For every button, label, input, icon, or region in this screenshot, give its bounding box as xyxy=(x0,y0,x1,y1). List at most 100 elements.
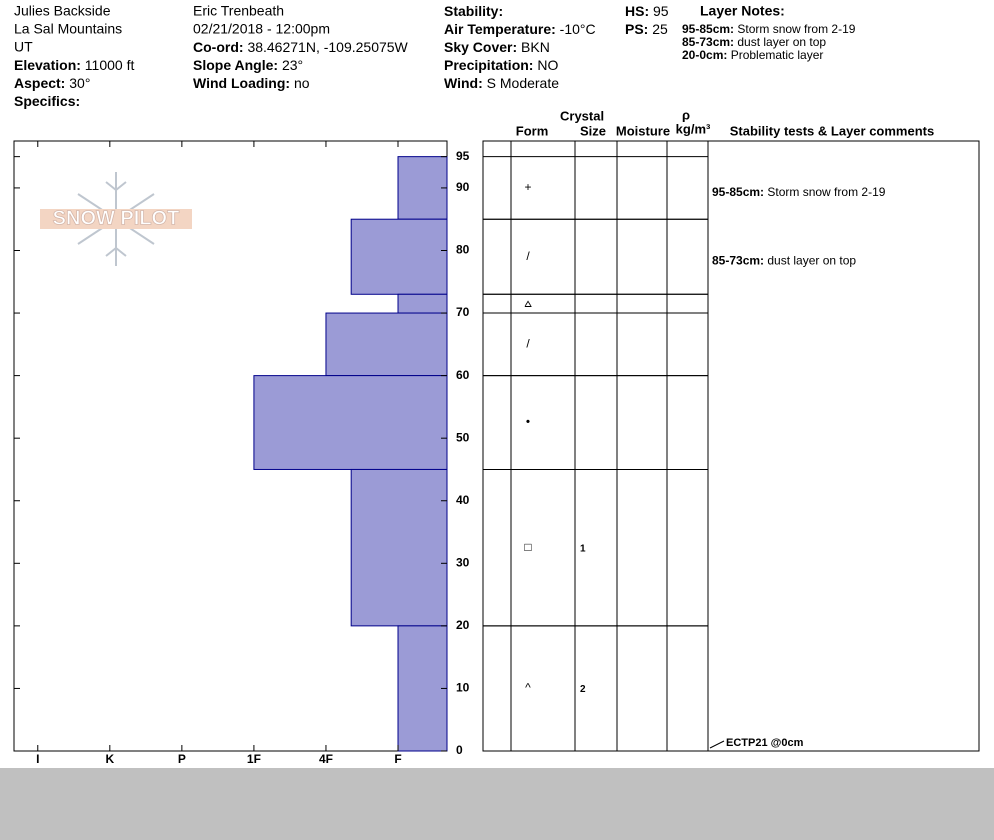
layer-comment-label: 95-85cm: xyxy=(712,185,764,199)
bottom-band xyxy=(0,768,994,840)
x-tick-label: K xyxy=(105,752,114,766)
layer-note-label: 85-73cm: xyxy=(682,35,734,49)
obs-field-value: 23° xyxy=(282,57,303,73)
layer-comment-value: dust layer on top xyxy=(767,254,856,268)
site-field-label: Elevation: xyxy=(14,57,81,73)
weather-field-label: Precipitation: xyxy=(444,57,533,73)
weather-field: Air Temperature: -10°C xyxy=(444,21,596,37)
crystal-form: • xyxy=(526,415,530,429)
site-field-value: 30° xyxy=(69,75,90,91)
x-tick-label: 1F xyxy=(247,752,261,766)
layer-comment: 85-73cm: dust layer on top xyxy=(712,254,856,268)
obs-field-value: 38.46271N, -109.25075W xyxy=(247,39,408,55)
weather-field-value: NO xyxy=(537,57,558,73)
hardness-bar xyxy=(350,218,448,295)
weather-field: Sky Cover: BKN xyxy=(444,39,550,55)
crystal-form: / xyxy=(526,249,530,263)
size-header: Size xyxy=(580,123,606,138)
observer-line: Eric Trenbeath xyxy=(193,3,284,19)
x-tick-label: 4F xyxy=(319,752,333,766)
logo-text: SNOW PILOT xyxy=(53,207,180,229)
hardness-bar xyxy=(397,156,448,220)
crystal-size: 2 xyxy=(580,684,586,695)
obs-field: Co-ord: 38.46271N, -109.25075W xyxy=(193,39,409,55)
y-tick-label: 20 xyxy=(456,618,470,632)
y-tick-label: 0 xyxy=(456,743,463,757)
layer-note: 20-0cm: Problematic layer xyxy=(682,48,823,62)
crystal-form: □ xyxy=(524,540,531,554)
crystal-size: 1 xyxy=(580,543,586,554)
crystal-form: / xyxy=(526,337,530,351)
layer-note-label: 20-0cm: xyxy=(682,48,727,62)
y-tick-label: 50 xyxy=(456,430,470,444)
layer-note-value: Storm snow from 2-19 xyxy=(737,22,855,36)
layer-comment: 95-85cm: Storm snow from 2-19 xyxy=(712,185,886,199)
site-line: UT xyxy=(14,39,33,55)
obs-field-value: no xyxy=(294,75,310,91)
weather-field-label: Air Temperature: xyxy=(444,21,556,37)
logo: SNOW PILOT xyxy=(40,172,192,266)
crystal-form: + xyxy=(524,180,531,194)
obs-field-label: Co-ord: xyxy=(193,39,244,55)
hardness-bar xyxy=(350,468,448,627)
weather-field-value: BKN xyxy=(521,39,550,55)
hardness-bar xyxy=(253,375,448,470)
density-header: kg/m³ xyxy=(676,121,711,136)
crystal-header: Crystal xyxy=(560,108,604,123)
observer-line: 02/21/2018 - 12:00pm xyxy=(193,21,330,37)
site-field-value: 11000 ft xyxy=(85,57,135,73)
y-tick-label: 30 xyxy=(456,555,470,569)
weather-field: Wind: S Moderate xyxy=(444,75,559,91)
weather-field-label: Stability: xyxy=(444,3,503,19)
site-field-label: Specifics: xyxy=(14,93,80,109)
depth-field-value: 25 xyxy=(652,21,668,37)
obs-field: Slope Angle: 23° xyxy=(193,57,303,73)
layer-note-value: Problematic layer xyxy=(731,48,824,62)
depth-field-value: 95 xyxy=(653,3,669,19)
depth-field-label: PS: xyxy=(625,21,648,37)
weather-field: Stability: xyxy=(444,3,503,19)
comments-header: Stability tests & Layer comments xyxy=(730,123,934,138)
x-tick-label: P xyxy=(178,752,186,766)
y-tick-label: 80 xyxy=(456,243,470,257)
depth-field-label: HS: xyxy=(625,3,649,19)
x-tick-label: F xyxy=(394,752,401,766)
site-line: Julies Backside xyxy=(14,3,111,19)
crystal-form: ^ xyxy=(525,681,531,695)
rho-header: ρ xyxy=(682,107,690,122)
site-field-label: Aspect: xyxy=(14,75,65,91)
obs-field: Wind Loading: no xyxy=(193,75,310,91)
table-frame xyxy=(482,140,980,752)
site-field: Elevation: 11000 ft xyxy=(14,57,134,73)
layer-note: 95-85cm: Storm snow from 2-19 xyxy=(682,22,856,36)
weather-field: Precipitation: NO xyxy=(444,57,558,73)
stability-test: ECTP21 @0cm xyxy=(726,737,804,749)
layer-note: 85-73cm: dust layer on top xyxy=(682,35,826,49)
test-pointer xyxy=(709,740,725,749)
weather-field-label: Sky Cover: xyxy=(444,39,517,55)
x-tick-label: I xyxy=(36,752,39,766)
y-tick-label: 60 xyxy=(456,368,470,382)
y-tick-label: 40 xyxy=(456,493,470,507)
y-tick-label: 95 xyxy=(456,149,470,163)
y-tick-label: 70 xyxy=(456,305,470,319)
layer-comment-label: 85-73cm: xyxy=(712,254,764,268)
obs-field-label: Wind Loading: xyxy=(193,75,290,91)
hardness-bar xyxy=(325,312,448,377)
moisture-header: Moisture xyxy=(616,123,670,138)
layer-comment-value: Storm snow from 2-19 xyxy=(767,185,885,199)
weather-field-value: S Moderate xyxy=(487,75,560,91)
weather-field-value: -10°C xyxy=(560,21,596,37)
form-header: Form xyxy=(516,123,549,138)
y-tick-label: 10 xyxy=(456,681,470,695)
site-line: La Sal Mountains xyxy=(14,21,122,37)
table-columns xyxy=(510,141,709,751)
layer-note-label: 95-85cm: xyxy=(682,22,734,36)
depth-field: HS: 95 xyxy=(625,3,669,19)
layer-notes-title: Layer Notes: xyxy=(700,3,785,19)
crystal-form: ⩟ xyxy=(524,296,532,310)
layer-note-value: dust layer on top xyxy=(737,35,826,49)
hardness-bar xyxy=(397,293,448,314)
site-field: Aspect: 30° xyxy=(14,75,90,91)
site-field: Specifics: xyxy=(14,93,80,109)
